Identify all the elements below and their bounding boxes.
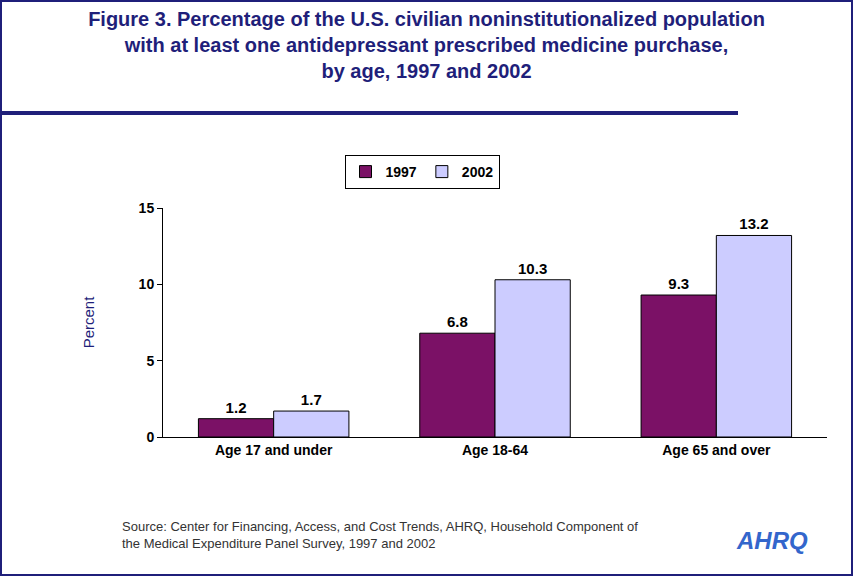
svg-text:2002: 2002 [462, 164, 493, 180]
svg-text:10: 10 [139, 276, 155, 292]
svg-text:1.2: 1.2 [226, 399, 247, 416]
svg-text:Age 17 and under: Age 17 and under [215, 442, 333, 458]
svg-text:Age 18-64: Age 18-64 [462, 442, 528, 458]
svg-text:0: 0 [146, 429, 154, 445]
svg-text:Figure 3. Percentage of the U.: Figure 3. Percentage of the U.S. civilia… [88, 8, 765, 82]
svg-text:Source: Center for Financing,: Source: Center for Financing, Access, an… [122, 519, 638, 551]
svg-text:10.3: 10.3 [518, 260, 547, 277]
svg-text:5: 5 [146, 353, 154, 369]
svg-text:15: 15 [139, 200, 155, 216]
svg-text:Percent: Percent [80, 296, 97, 349]
svg-text:6.8: 6.8 [447, 313, 468, 330]
svg-text:1.7: 1.7 [301, 391, 322, 408]
svg-text:AHRQ: AHRQ [736, 527, 808, 554]
svg-text:13.2: 13.2 [739, 215, 768, 232]
svg-text:9.3: 9.3 [668, 275, 689, 292]
svg-text:Age 65 and over: Age 65 and over [662, 442, 771, 458]
svg-text:1997: 1997 [386, 164, 417, 180]
